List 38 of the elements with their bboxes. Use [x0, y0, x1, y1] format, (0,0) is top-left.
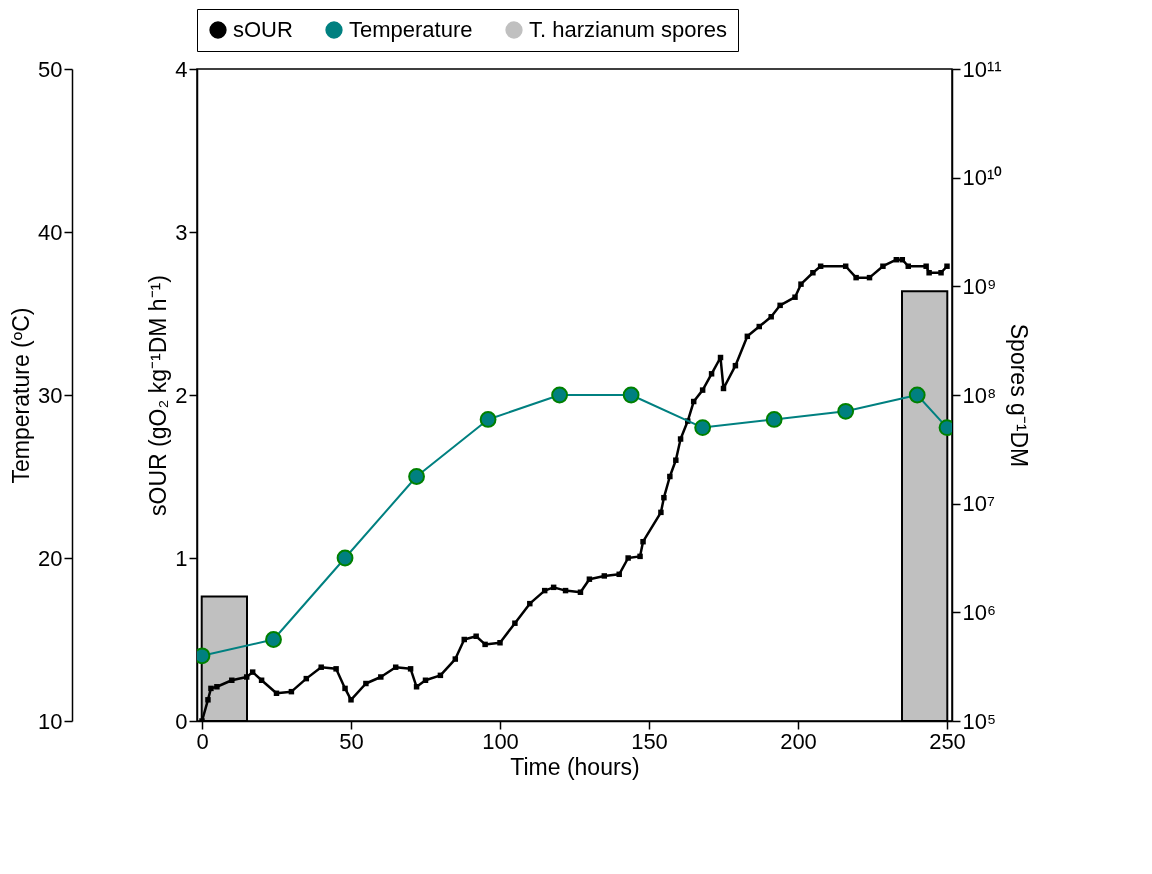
legend-label: Temperature [349, 17, 473, 42]
point [551, 386, 569, 404]
y-tick-label: 1 [175, 545, 188, 571]
y-tick-label: 0 [175, 708, 188, 734]
point [336, 549, 354, 567]
point [765, 411, 783, 428]
y-tick-label: 4 [175, 56, 188, 82]
y2-tick-label: 10¹⁰ [962, 165, 1003, 191]
point [265, 631, 282, 648]
x-tick-label: 200 [780, 728, 817, 754]
point [837, 402, 855, 420]
y3-tick-label: 30 [38, 382, 63, 408]
y3-tick-label: 20 [38, 545, 63, 571]
point [479, 411, 497, 428]
y3-tick-label: 40 [38, 219, 63, 245]
y2-axis-title: Spores g⁻¹DM [1006, 323, 1033, 468]
legend-label: T. harzianum spores [529, 17, 728, 42]
point [908, 386, 926, 404]
y-axis-title: sOUR (gO₂ kg⁻¹DM h⁻¹) [145, 275, 172, 516]
y2-tick-label: 10⁷ [962, 491, 995, 517]
y-tick-label: 3 [175, 219, 188, 245]
y2-tick-label: 10¹¹ [962, 56, 1002, 82]
y-tick-label: 2 [175, 382, 188, 408]
y2-tick-label: 10⁹ [962, 273, 997, 299]
point [622, 386, 640, 404]
point [694, 419, 712, 436]
x-tick-label: 0 [196, 728, 209, 754]
y2-tick-label: 10⁸ [962, 382, 997, 408]
x-axis-title: Time (hours) [510, 753, 640, 780]
y2-tick-label: 10⁶ [962, 599, 997, 625]
x-tick-label: 150 [631, 728, 668, 754]
y3-tick-label: 50 [38, 56, 63, 82]
legend-label: sOUR [233, 17, 293, 42]
x-tick-label: 50 [339, 728, 364, 754]
point [408, 468, 425, 485]
x-tick-label: 100 [482, 728, 519, 754]
y3-axis-title: Temperature (ºC) [8, 307, 35, 484]
y3-tick-label: 10 [38, 708, 63, 734]
